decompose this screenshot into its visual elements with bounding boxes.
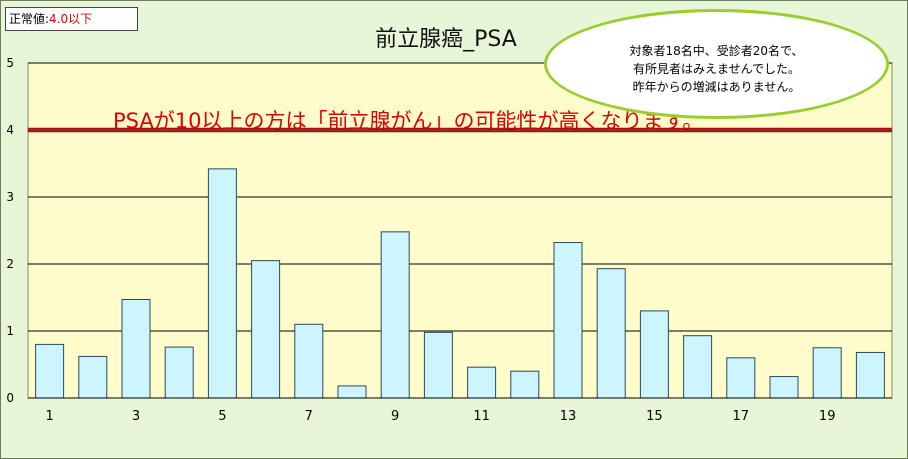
- bar: [251, 260, 281, 399]
- bar: [596, 268, 626, 399]
- y-tick-label: 1: [6, 324, 14, 338]
- normal-value: 4.0以下: [49, 12, 93, 26]
- y-tick-label: 3: [6, 190, 14, 204]
- bar: [164, 346, 194, 399]
- bar: [639, 310, 669, 399]
- bar: [294, 323, 324, 399]
- x-tick-label: 15: [646, 409, 663, 424]
- x-tick-label: 3: [132, 409, 140, 424]
- note-ellipse: 対象者18名中、受診者20名で、 有所見者はみえませんでした。 昨年からの増減は…: [544, 9, 889, 119]
- bar: [769, 376, 799, 399]
- bar: [121, 299, 151, 399]
- bar: [510, 370, 540, 399]
- note-line: 有所見者はみえませんでした。: [632, 62, 801, 76]
- note-line: 対象者18名中、受診者20名で、: [629, 44, 804, 58]
- normal-value-box: 正常値:4.0以下: [5, 7, 138, 31]
- bar: [683, 335, 713, 399]
- bar: [467, 366, 497, 399]
- y-tick-label: 4: [6, 123, 14, 137]
- bar: [423, 331, 453, 399]
- bar: [812, 347, 842, 399]
- x-tick-label: 7: [305, 409, 313, 424]
- y-tick-label: 2: [6, 257, 14, 271]
- y-tick-label: 0: [6, 391, 14, 405]
- y-tick-label: 5: [6, 56, 14, 70]
- bar: [726, 357, 756, 399]
- note-text: 対象者18名中、受診者20名で、 有所見者はみえませんでした。 昨年からの増減は…: [547, 42, 886, 96]
- bar: [855, 351, 885, 399]
- x-tick-label: 9: [391, 409, 399, 424]
- chart-title: 前立腺癌_PSA: [375, 27, 517, 52]
- bar: [35, 343, 65, 399]
- x-tick-label: 11: [473, 409, 490, 424]
- note-line: 昨年からの増減はありません。: [632, 80, 801, 94]
- bar: [553, 242, 583, 399]
- normal-value-label: 正常値:: [9, 12, 50, 26]
- x-tick-label: 1: [45, 409, 53, 424]
- bar: [78, 355, 108, 399]
- bar: [207, 168, 237, 399]
- annotation-text: PSAが10以上の方は「前立腺がん」の可能性が高くなります。: [113, 109, 704, 133]
- plot-area: [27, 62, 893, 399]
- x-tick-label: 13: [560, 409, 577, 424]
- x-tick-label: 5: [218, 409, 226, 424]
- bar: [380, 231, 410, 399]
- x-tick-label: 17: [733, 409, 750, 424]
- bar: [337, 385, 367, 399]
- x-tick-label: 19: [819, 409, 836, 424]
